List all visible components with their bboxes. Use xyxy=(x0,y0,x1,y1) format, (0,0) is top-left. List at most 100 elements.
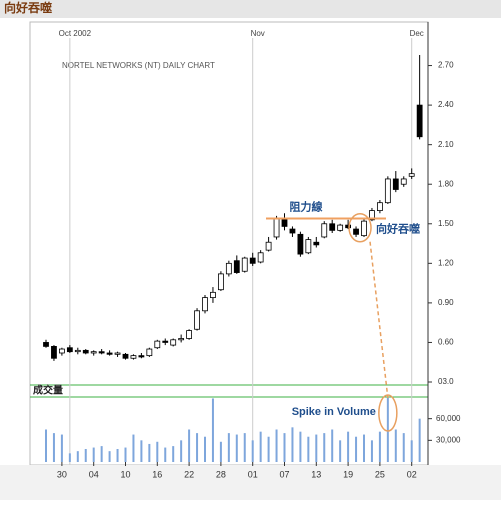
volume-bar xyxy=(315,434,318,462)
volume-bar xyxy=(52,433,55,462)
pattern-circle xyxy=(348,212,372,243)
volume-bar xyxy=(108,451,111,462)
candle-body xyxy=(416,104,423,138)
volume-bar xyxy=(100,446,103,462)
candle-body xyxy=(400,178,407,185)
bottom-strip xyxy=(0,465,501,500)
candle-body xyxy=(43,342,49,347)
candle-body xyxy=(210,291,216,299)
resistance-label: 阻力線 xyxy=(290,199,323,213)
x-tick-label: 10 xyxy=(120,469,130,479)
x-tick-label: 01 xyxy=(248,469,258,479)
volume-panel-label: 成交量 xyxy=(33,384,63,397)
volume-bar xyxy=(116,449,119,462)
volume-bar xyxy=(267,436,270,462)
connector xyxy=(369,241,389,399)
x-tick-label: 30 xyxy=(57,469,67,479)
candle-body xyxy=(154,340,161,349)
candle-body xyxy=(337,224,344,231)
x-tick-label: 04 xyxy=(89,469,99,479)
volume-bar xyxy=(410,440,413,462)
candle-body xyxy=(225,262,232,275)
candle-body xyxy=(178,338,185,341)
candle-body xyxy=(392,178,399,190)
candle-body xyxy=(59,348,65,354)
volume-bar xyxy=(323,433,326,462)
volume-bar xyxy=(219,441,222,462)
x-tick-label: 13 xyxy=(311,469,321,479)
title-bar xyxy=(0,0,501,18)
candle-body xyxy=(106,352,113,355)
x-tick-label: 22 xyxy=(184,469,194,479)
candle-body xyxy=(249,257,256,264)
x-tick-label: 28 xyxy=(216,469,226,479)
volume-bar xyxy=(60,434,63,462)
candle-body xyxy=(353,228,359,235)
volume-bar xyxy=(76,451,79,462)
volume-bar xyxy=(418,418,421,462)
candle-body xyxy=(146,348,153,357)
month-label: Oct 2002 xyxy=(59,29,92,38)
chart-subtitle: NORTEL NETWORKS (NT) DAILY CHART xyxy=(62,61,215,70)
volume-bar xyxy=(402,433,405,462)
volume-bar xyxy=(68,453,71,462)
volume-tick-label: 60,000 xyxy=(436,414,461,423)
candle-body xyxy=(369,210,375,221)
volume-bar xyxy=(188,429,191,462)
volume-bar xyxy=(299,431,302,462)
volume-bar xyxy=(196,433,199,462)
candle-body xyxy=(217,273,224,291)
plot-frame xyxy=(29,21,429,466)
y-tick-label: 1.20 xyxy=(438,258,454,267)
volume-bar xyxy=(172,446,175,462)
candle-body xyxy=(186,330,193,339)
x-tick-label: 19 xyxy=(343,469,353,479)
candle-body xyxy=(361,220,367,237)
x-tick-label: 16 xyxy=(152,469,162,479)
volume-bar xyxy=(124,447,127,462)
volume-bar xyxy=(251,440,254,462)
volume-bar xyxy=(259,431,262,462)
volume-bar xyxy=(339,440,342,462)
candle-body xyxy=(74,349,81,353)
volume-bar xyxy=(45,429,47,462)
candle-body xyxy=(313,241,320,246)
candle-body xyxy=(66,347,73,353)
x-tick-label: 07 xyxy=(279,469,289,479)
candle-body xyxy=(82,349,89,354)
candle-body xyxy=(408,173,415,177)
candle-body xyxy=(265,241,272,251)
y-tick-label: 2.70 xyxy=(438,61,454,70)
volume-bar xyxy=(355,436,358,462)
candle-body xyxy=(194,310,200,330)
candle-body xyxy=(289,228,296,234)
volume-bar xyxy=(291,427,294,462)
volume-bar xyxy=(307,436,310,462)
volume-bar xyxy=(211,398,214,462)
y-tick-label: 2.10 xyxy=(438,140,454,149)
volume-bar xyxy=(243,433,246,462)
x-tick-label: 02 xyxy=(407,469,417,479)
y-tick-label: 0.60 xyxy=(438,338,454,347)
candle-body xyxy=(122,353,129,359)
candle-body xyxy=(305,239,312,254)
volume-bar xyxy=(156,441,159,462)
chart-title: 向好吞噬 xyxy=(4,0,52,15)
candle-body xyxy=(202,297,208,312)
volume-bar xyxy=(180,440,183,462)
spike-label: Spike in Volume xyxy=(292,406,376,418)
volume-bar xyxy=(275,429,278,462)
candle-body xyxy=(273,218,280,238)
volume-bar xyxy=(283,433,286,462)
y-tick-label: 1.50 xyxy=(438,219,454,228)
volume-bar xyxy=(140,440,143,462)
volume-bar xyxy=(235,434,238,462)
y-tick-label: 1.80 xyxy=(438,179,454,188)
volume-bar xyxy=(92,447,95,462)
pattern-label: 向好吞噬 xyxy=(376,222,420,236)
candle-body xyxy=(130,355,137,359)
y-tick-label: 0.90 xyxy=(438,298,454,307)
volume-bar xyxy=(370,440,373,462)
volume-bar xyxy=(164,447,167,462)
